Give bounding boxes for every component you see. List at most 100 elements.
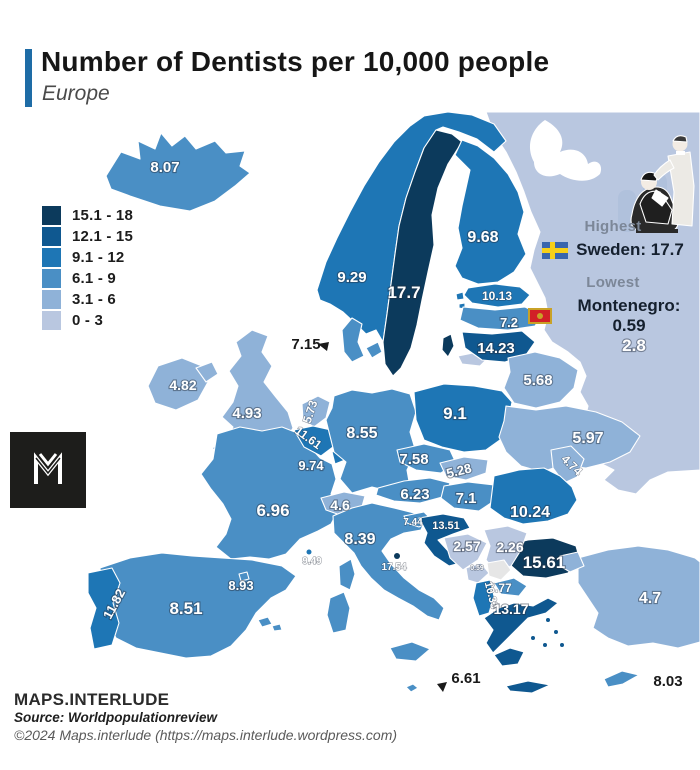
- country-moldova: [550, 445, 585, 484]
- legend-swatch: [42, 227, 61, 246]
- denmark-arrowhead: [318, 342, 329, 351]
- country-cyprus: [603, 670, 640, 688]
- country-sweden: [382, 129, 463, 377]
- label-luxembourg: 9.74: [298, 458, 324, 473]
- legend-swatch: [42, 248, 61, 267]
- country-north-macedonia: [493, 577, 528, 597]
- label-ireland: 4.82: [169, 377, 196, 393]
- highest-value: Sweden: 17.7: [576, 240, 684, 259]
- page-title: Number of Dentists per 10,000 people: [41, 46, 550, 77]
- country-estonia: [463, 283, 531, 308]
- country-malta: [405, 683, 419, 693]
- legend-swatch: [42, 269, 61, 288]
- country-bosnia: [443, 533, 488, 571]
- country-portugal: [87, 567, 121, 650]
- country-andorra: [238, 571, 250, 582]
- label-germany: 8.55: [346, 425, 377, 442]
- label-serbia: 2.26: [496, 539, 523, 555]
- country-hungary: [440, 481, 498, 512]
- label-uk: 4.93: [232, 405, 261, 422]
- country-romania: [489, 467, 578, 525]
- legend-range-label: 15.1 - 18: [72, 207, 134, 224]
- label-denmark: 7.15: [291, 336, 320, 353]
- country-iceland: [105, 132, 251, 212]
- label-bulgaria: 15.61: [523, 553, 566, 572]
- islands-balearic: [257, 616, 283, 632]
- country-slovakia: [439, 456, 489, 481]
- island-corsica: [338, 558, 356, 591]
- greece-peloponnese: [493, 647, 525, 667]
- label-malta: 6.61: [451, 670, 480, 687]
- island-crete: [505, 680, 551, 694]
- label-cyprus: 8.03: [653, 673, 682, 690]
- label-slovenia: 7.44: [403, 517, 423, 528]
- footer-copyright: ©2024 Maps.interlude (https://maps.inter…: [14, 727, 398, 744]
- island-sicily: [389, 641, 431, 662]
- footer-source: Source: Worldpopulationreview: [14, 710, 218, 726]
- lowest-label: Lowest: [586, 274, 640, 291]
- legend-item: 0 - 3: [42, 311, 133, 330]
- legend-item: 3.1 - 6: [42, 290, 133, 309]
- legend-range-label: 0 - 3: [72, 312, 104, 329]
- label-latvia: 7.2: [500, 315, 518, 330]
- legend-range-label: 3.1 - 6: [72, 291, 116, 308]
- legend-item: 15.1 - 18: [42, 206, 133, 225]
- dentist-arm: [653, 159, 675, 181]
- label-romania: 10.24: [510, 504, 550, 521]
- country-belarus: [503, 351, 579, 409]
- title-accent-bar: [25, 49, 32, 107]
- label-north-macedonia: 7.77: [488, 581, 512, 595]
- label-finland: 9.68: [467, 229, 498, 246]
- lowest-value: Montenegro: 0.59: [577, 296, 681, 335]
- label-switzerland: 4.6: [330, 497, 350, 513]
- country-greece: [483, 597, 559, 654]
- sweden-flag-icon: [542, 241, 569, 259]
- country-turkey-thrace: [559, 551, 585, 573]
- greek-islands: [531, 618, 564, 647]
- country-turkey: [577, 545, 700, 649]
- label-austria: 6.23: [400, 486, 429, 503]
- dentist-illustration: [618, 135, 695, 233]
- label-norway: 9.29: [337, 269, 366, 286]
- footer-brand: MAPS.INTERLUDE: [14, 690, 170, 709]
- label-andorra: 8.93: [228, 578, 253, 593]
- legend-range-label: 9.1 - 12: [72, 249, 125, 266]
- annotation-arrows: [318, 342, 447, 697]
- patient-bib: [651, 189, 669, 207]
- label-monaco: 9.49: [302, 556, 322, 567]
- country-denmark: [341, 317, 365, 363]
- country-netherlands: [301, 395, 331, 428]
- label-ukraine: 5.97: [572, 430, 603, 447]
- legend-range-label: 6.1 - 9: [72, 270, 116, 287]
- label-iceland: 8.07: [150, 159, 179, 176]
- label-spain: 8.51: [169, 599, 202, 618]
- white-sea: [529, 120, 602, 181]
- extremes-callout: Highest Sweden: 17.7 Lowest Montenegro: …: [528, 218, 698, 350]
- label-estonia: 10.13: [482, 289, 512, 303]
- legend-item: 9.1 - 12: [42, 248, 133, 267]
- label-bosnia: 2.57: [453, 538, 480, 554]
- label-czechia: 7.58: [399, 451, 428, 468]
- country-albania: [472, 579, 495, 617]
- denmark-arrow: [326, 347, 353, 366]
- malta-arrow: [413, 687, 442, 697]
- dentist-coat: [667, 151, 695, 227]
- label-belarus: 5.68: [523, 372, 552, 389]
- country-montenegro: [465, 562, 490, 584]
- country-uk-nireland: [195, 361, 219, 383]
- malta-arrowhead: [437, 682, 447, 692]
- legend-swatch: [42, 206, 61, 225]
- country-latvia: [459, 306, 543, 331]
- highest-row: Sweden: 17.7: [528, 240, 698, 260]
- legend-item: 12.1 - 15: [42, 227, 133, 246]
- label-russia: 2.8: [622, 336, 646, 355]
- label-hungary: 7.1: [456, 490, 477, 507]
- country-ireland: [147, 357, 209, 411]
- page-subtitle: Europe: [42, 82, 110, 105]
- country-finland: [454, 139, 527, 285]
- label-france: 6.96: [256, 501, 289, 520]
- label-slovakia: 5.28: [445, 460, 473, 481]
- country-norway: [316, 111, 507, 343]
- legend-swatch: [42, 290, 61, 309]
